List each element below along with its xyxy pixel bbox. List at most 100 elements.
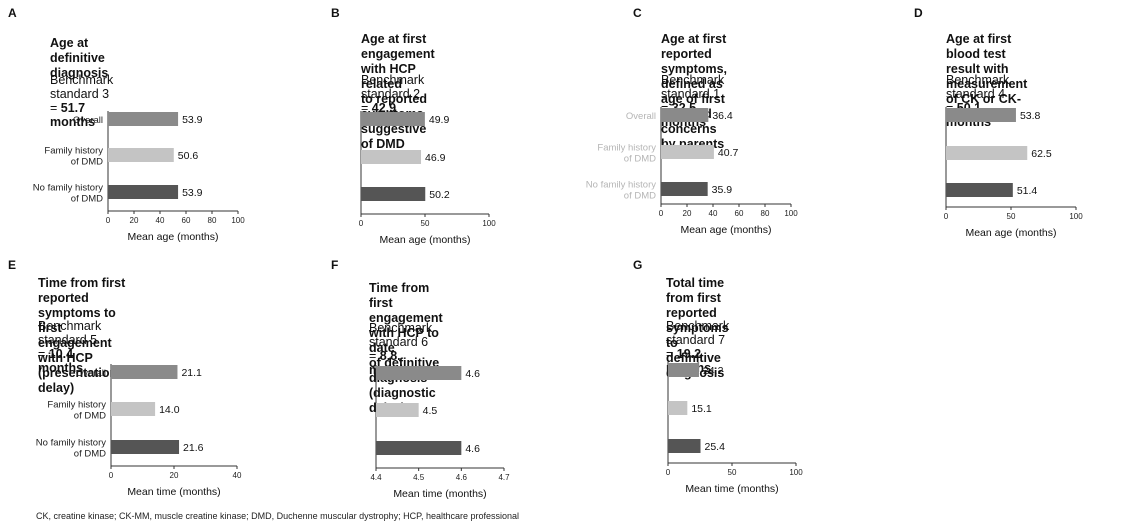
x-tick-label: 100: [789, 468, 803, 477]
bar-value-label: 21.6: [183, 442, 204, 454]
bar-overall: [376, 366, 462, 380]
panel-letter: A: [8, 6, 17, 20]
bar-no-family-history: [108, 185, 179, 199]
x-tick-label: 0: [659, 209, 664, 218]
category-label: No family history of DMD: [33, 183, 103, 205]
x-tick-label: 100: [1069, 212, 1083, 221]
bar-overall: [361, 112, 425, 126]
bar-value-label: 24.2: [703, 365, 724, 377]
bar-no-family-history: [111, 440, 180, 454]
chart-title: Time from first engagement with HCP to d…: [369, 281, 443, 415]
bar-family-history: [361, 150, 422, 164]
bar-no-family-history: [668, 439, 701, 453]
bar-overall: [946, 108, 1016, 122]
chart-title: Age at definitive diagnosis: [50, 36, 109, 80]
x-tick-label: 0: [106, 216, 111, 225]
bar-value-label: 36.4: [712, 110, 733, 122]
benchmark-prefix: Benchmark standard 5 =: [38, 319, 102, 361]
x-axis-label: Mean age (months): [127, 231, 218, 243]
bar-overall: [111, 365, 178, 379]
x-tick-label: 60: [735, 209, 744, 218]
benchmark-prefix: Benchmark standard 3 =: [50, 73, 114, 115]
bar-family-history: [661, 145, 714, 159]
bar-overall: [661, 108, 709, 122]
x-tick-label: 0: [109, 471, 114, 480]
x-tick-label: 4.4: [370, 473, 382, 482]
x-tick-label: 100: [482, 219, 496, 228]
x-axis-label: Mean age (months): [965, 227, 1056, 239]
benchmark-standard: Benchmark standard 3 = 51.7 months: [50, 73, 113, 129]
benchmark-prefix: Benchmark standard 6 =: [369, 321, 433, 363]
chart-title: Time from first reported symptoms to fir…: [38, 276, 128, 395]
x-axis-label: Mean age (months): [680, 224, 771, 236]
benchmark-prefix: Benchmark standard 7 =: [666, 319, 730, 361]
x-tick-label: 40: [156, 216, 165, 225]
bar-no-family-history: [946, 183, 1013, 197]
bar-family-history: [108, 148, 174, 162]
bar-value-label: 50.2: [429, 189, 450, 201]
bar-value-label: 35.9: [712, 184, 733, 196]
bar-no-family-history: [376, 441, 462, 455]
category-label: No family history of DMD: [36, 438, 106, 460]
benchmark-prefix: Benchmark standard 2 =: [361, 73, 425, 115]
x-tick-label: 4.7: [498, 473, 510, 482]
footnote: CK, creatine kinase; CK-MM, muscle creat…: [36, 511, 520, 521]
panel-letter: D: [914, 6, 923, 20]
x-tick-label: 100: [784, 209, 798, 218]
chart-title: Age at first blood test result with measu…: [946, 32, 1028, 121]
x-axis-label: Mean time (months): [685, 483, 778, 495]
bar-value-label: 4.5: [423, 405, 438, 417]
bar-overall: [108, 112, 179, 126]
x-tick-label: 20: [130, 216, 139, 225]
x-axis-label: Mean time (months): [393, 488, 486, 500]
bar-overall: [668, 363, 699, 377]
bar-value-label: 21.1: [181, 367, 202, 379]
x-tick-label: 100: [231, 216, 245, 225]
x-tick-label: 60: [182, 216, 191, 225]
bar-value-label: 50.6: [178, 150, 199, 162]
bar-family-history: [111, 402, 156, 416]
category-label: Overall: [626, 111, 656, 122]
x-tick-label: 4.5: [413, 473, 425, 482]
bar-value-label: 15.1: [691, 403, 712, 415]
bar-no-family-history: [661, 182, 708, 196]
bar-value-label: 4.6: [465, 368, 480, 380]
bar-value-label: 51.4: [1017, 185, 1038, 197]
x-tick-label: 50: [1007, 212, 1016, 221]
benchmark-standard: Benchmark standard 5 = 10.4 months: [38, 319, 101, 375]
benchmark-value: 51.7 months: [50, 101, 96, 129]
x-tick-label: 4.6: [456, 473, 468, 482]
x-tick-label: 20: [683, 209, 692, 218]
panel-letter: C: [633, 6, 642, 20]
category-label: Overall: [76, 368, 106, 379]
bar-value-label: 25.4: [705, 441, 726, 453]
bar-value-label: 40.7: [718, 147, 739, 159]
x-tick-label: 40: [709, 209, 718, 218]
bar-value-label: 46.9: [425, 152, 446, 164]
x-tick-label: 0: [359, 219, 364, 228]
x-axis-label: Mean time (months): [127, 486, 220, 498]
category-label: No family history of DMD: [586, 180, 656, 202]
bar-value-label: 4.6: [465, 443, 480, 455]
x-tick-label: 50: [728, 468, 737, 477]
panel-letter: G: [633, 258, 643, 272]
category-label: Overall: [73, 115, 103, 126]
x-tick-label: 0: [666, 468, 671, 477]
category-label: Family history of DMD: [597, 143, 656, 165]
panel-letter: F: [331, 258, 339, 272]
bar-value-label: 49.9: [429, 114, 450, 126]
category-label: Family history of DMD: [44, 146, 103, 168]
x-tick-label: 0: [944, 212, 949, 221]
bar-value-label: 62.5: [1031, 148, 1052, 160]
panel-letter: B: [331, 6, 340, 20]
bar-value-label: 53.9: [182, 114, 203, 126]
bar-value-label: 53.9: [182, 187, 203, 199]
x-tick-label: 80: [208, 216, 217, 225]
